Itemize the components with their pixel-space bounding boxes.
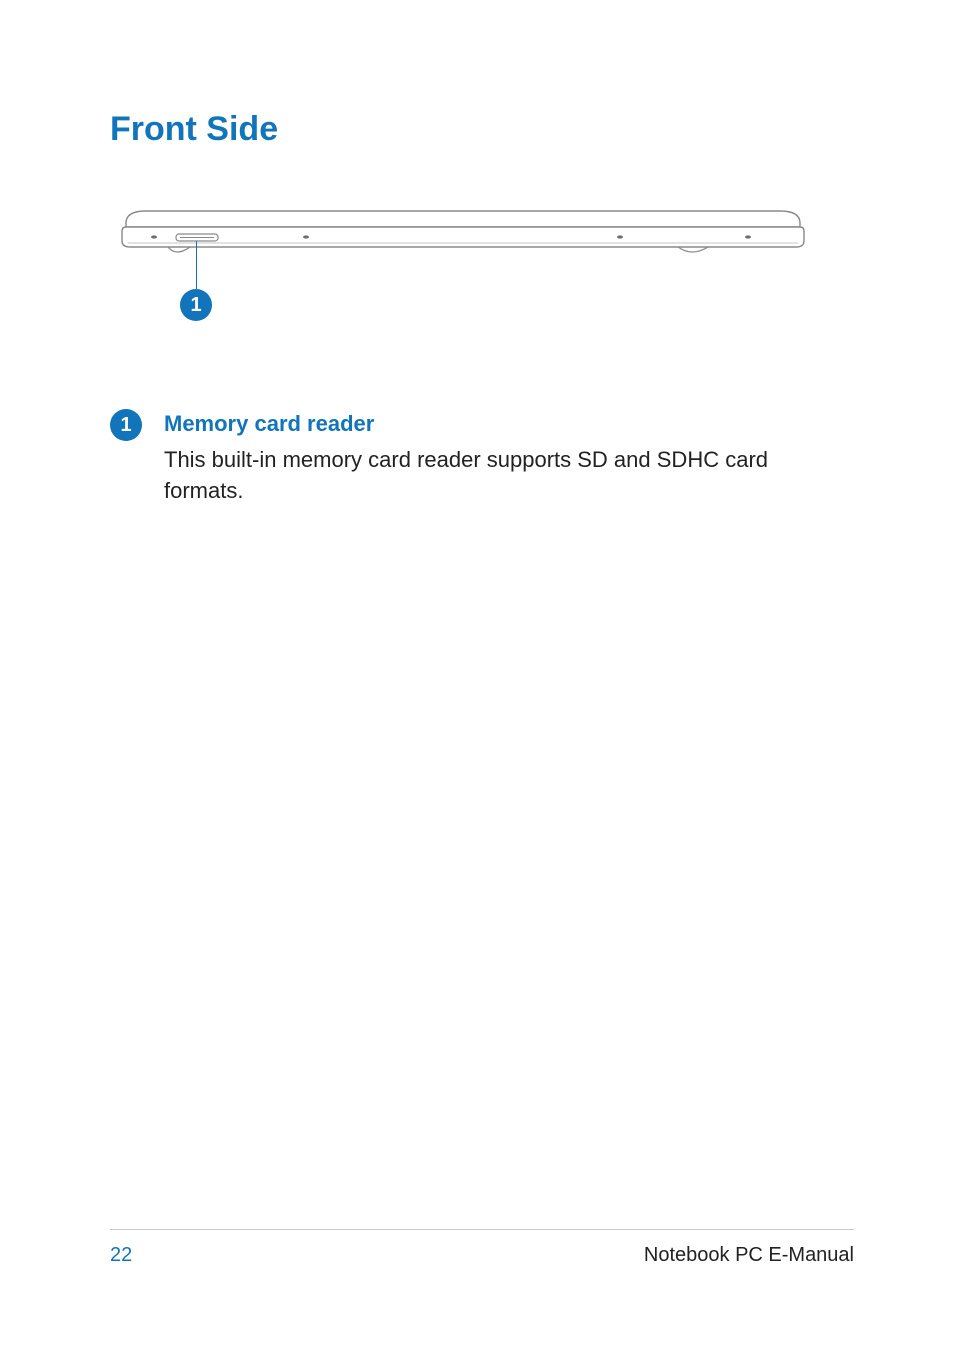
feature-item-description: This built-in memory card reader support…: [164, 445, 810, 507]
callout-leader-line: [196, 241, 197, 289]
feature-item: 1 Memory card reader This built-in memor…: [110, 409, 810, 507]
page-title: Front Side: [110, 110, 854, 149]
front-side-diagram: 1: [118, 209, 808, 349]
feature-item-number: 1: [120, 414, 131, 436]
feature-item-body: Memory card reader This built-in memory …: [164, 409, 810, 507]
page-number: 22: [110, 1244, 132, 1267]
diagram-callout-badge: 1: [180, 289, 212, 321]
feature-item-title: Memory card reader: [164, 411, 810, 437]
page-container: Front Side 1: [0, 0, 954, 1345]
feature-item-badge: 1: [110, 409, 142, 441]
laptop-front-illustration: [118, 209, 808, 265]
page-footer: 22 Notebook PC E-Manual: [110, 1229, 854, 1267]
callout-number: 1: [190, 294, 201, 316]
document-title: Notebook PC E-Manual: [644, 1244, 854, 1267]
